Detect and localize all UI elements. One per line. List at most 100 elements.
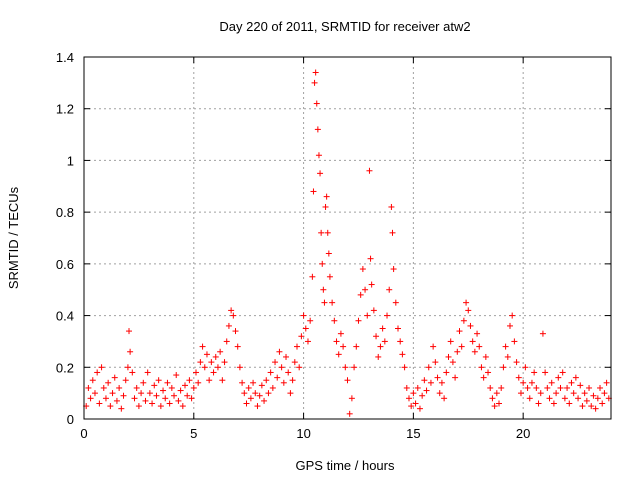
- data-point: [151, 382, 158, 389]
- data-point: [184, 392, 191, 399]
- y-tick-label: 0.4: [56, 309, 74, 324]
- data-point: [219, 377, 226, 384]
- data-point: [96, 400, 103, 407]
- data-point: [116, 384, 123, 391]
- data-point: [120, 392, 127, 399]
- data-point: [384, 312, 391, 319]
- data-point: [225, 322, 232, 329]
- data-point: [421, 377, 428, 384]
- plot-frame: [83, 56, 612, 420]
- data-point: [353, 343, 360, 350]
- data-point: [212, 353, 219, 360]
- data-point: [520, 379, 527, 386]
- data-point: [513, 359, 520, 366]
- data-point: [485, 369, 492, 376]
- data-point: [405, 395, 412, 402]
- data-point: [509, 312, 516, 319]
- data-point: [500, 364, 507, 371]
- data-point: [168, 384, 175, 391]
- data-point: [300, 312, 307, 319]
- data-point: [603, 379, 610, 386]
- data-point: [144, 369, 151, 376]
- data-point: [319, 260, 326, 267]
- data-point: [146, 390, 153, 397]
- data-point: [570, 390, 577, 397]
- data-point: [160, 387, 167, 394]
- data-point: [293, 343, 300, 350]
- data-point: [412, 400, 419, 407]
- data-point: [463, 299, 470, 306]
- data-point: [313, 100, 320, 107]
- data-point: [203, 351, 210, 358]
- data-point: [588, 403, 595, 410]
- data-point: [430, 343, 437, 350]
- x-tick-label: 0: [80, 426, 87, 441]
- data-point: [164, 379, 171, 386]
- data-point: [278, 364, 285, 371]
- data-point: [438, 379, 445, 386]
- data-point: [581, 390, 588, 397]
- x-tick-label: 20: [516, 426, 530, 441]
- data-point: [135, 403, 142, 410]
- data-point: [346, 410, 353, 417]
- data-point: [392, 299, 399, 306]
- data-point: [182, 382, 189, 389]
- data-point: [566, 400, 573, 407]
- data-point: [599, 400, 606, 407]
- data-point: [335, 351, 342, 358]
- data-point: [498, 384, 505, 391]
- data-point: [351, 364, 358, 371]
- data-point: [333, 338, 340, 345]
- data-point: [414, 384, 421, 391]
- data-point: [85, 384, 92, 391]
- data-point: [304, 338, 311, 345]
- data-point: [140, 379, 147, 386]
- data-point: [425, 364, 432, 371]
- data-point: [228, 307, 235, 314]
- data-point: [373, 333, 380, 340]
- data-point: [447, 338, 454, 345]
- data-point: [142, 397, 149, 404]
- data-point: [419, 392, 426, 399]
- data-point: [474, 330, 481, 337]
- data-point: [245, 384, 252, 391]
- data-point: [388, 203, 395, 210]
- y-tick-label: 1: [67, 153, 74, 168]
- data-point: [366, 167, 373, 174]
- data-point: [307, 317, 314, 324]
- data-point: [397, 338, 404, 345]
- data-point: [517, 390, 524, 397]
- data-point: [506, 322, 513, 329]
- data-point: [348, 395, 355, 402]
- data-point: [471, 348, 478, 355]
- data-point: [179, 403, 186, 410]
- data-point: [364, 312, 371, 319]
- data-point: [537, 390, 544, 397]
- data-point: [118, 405, 125, 412]
- data-point: [465, 307, 472, 314]
- data-point: [280, 379, 287, 386]
- data-point: [340, 343, 347, 350]
- data-point: [206, 377, 213, 384]
- data-point: [434, 374, 441, 381]
- data-point: [87, 395, 94, 402]
- data-point: [289, 377, 296, 384]
- data-point: [524, 384, 531, 391]
- chart-title: Day 220 of 2011, SRMTID for receiver atw…: [219, 19, 470, 34]
- data-point: [221, 359, 228, 366]
- data-point: [302, 325, 309, 332]
- data-point: [236, 364, 243, 371]
- data-point: [504, 353, 511, 360]
- data-point: [452, 374, 459, 381]
- data-point: [476, 343, 483, 350]
- data-point: [482, 353, 489, 360]
- y-tick-label: 0.2: [56, 360, 74, 375]
- data-point: [487, 384, 494, 391]
- data-point: [469, 338, 476, 345]
- data-point: [399, 351, 406, 358]
- data-point: [173, 372, 180, 379]
- data-point: [208, 359, 215, 366]
- data-point: [153, 392, 160, 399]
- data-point: [267, 369, 274, 376]
- y-axis-label: SRMTID / TECUs: [6, 186, 21, 289]
